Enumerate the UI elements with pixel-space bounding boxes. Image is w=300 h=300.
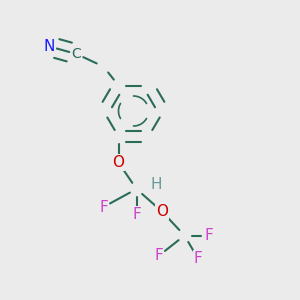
Text: F: F (194, 251, 202, 266)
Text: F: F (154, 248, 164, 263)
Text: O: O (112, 155, 124, 170)
Text: N: N (44, 39, 55, 54)
Text: F: F (132, 207, 141, 222)
Text: H: H (150, 177, 162, 192)
Text: F: F (204, 228, 213, 243)
Text: F: F (99, 200, 108, 214)
Text: C: C (72, 47, 81, 61)
Text: O: O (156, 204, 168, 219)
